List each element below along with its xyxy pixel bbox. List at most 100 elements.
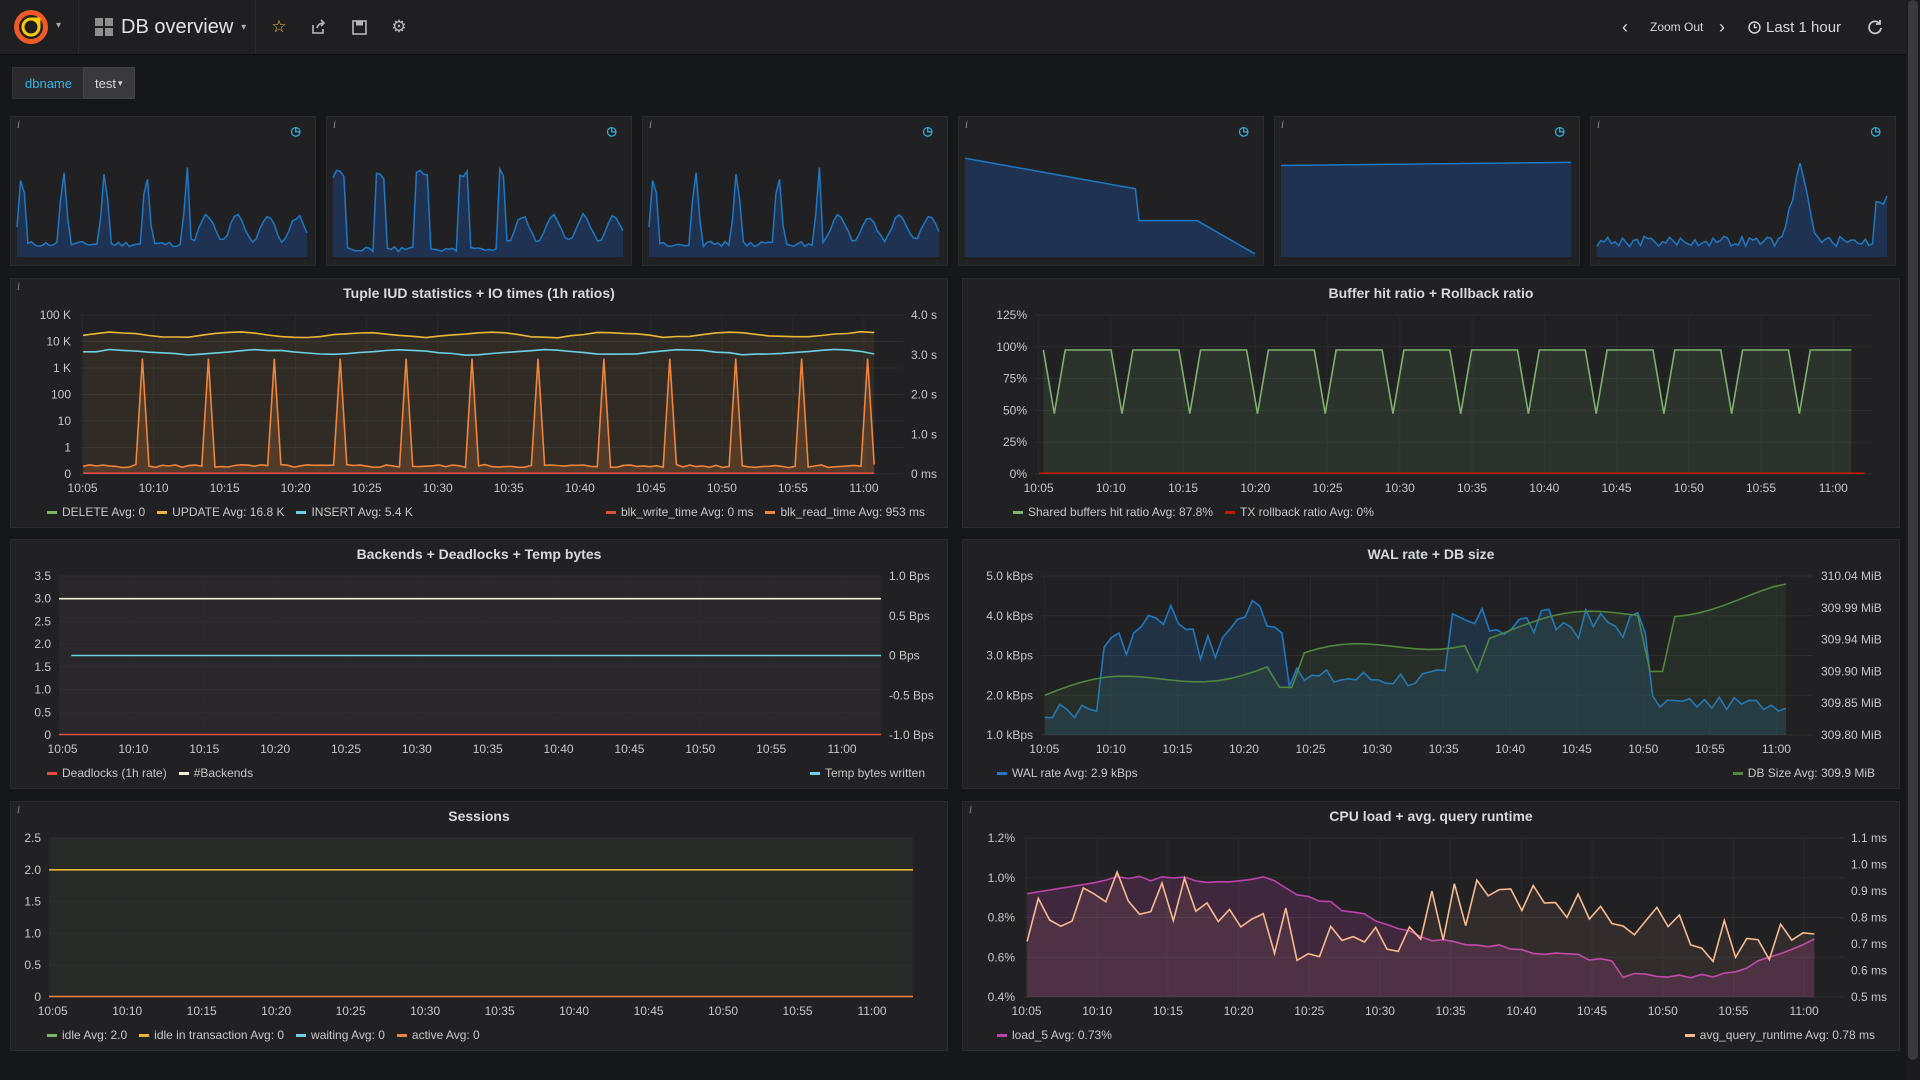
x-axis-label: 10:40	[1506, 1004, 1536, 1018]
clock-icon: ◷	[1554, 124, 1565, 138]
dashboard-picker[interactable]: DB overview ▾	[80, 0, 256, 54]
x-axis-label: 10:10	[1082, 1004, 1112, 1018]
info-icon[interactable]: i	[649, 120, 653, 131]
x-axis-label: 10:20	[281, 481, 311, 495]
panel-title[interactable]: WAL rate + DB size	[1367, 546, 1495, 562]
y-axis-label: 10 K	[46, 335, 71, 349]
graph-cpu: 1.2% 1.0% 0.8% 0.6% 0.4% 1.1 ms 1.0 ms 0.9 ms 0.…	[988, 831, 1887, 1018]
panel-title[interactable]: CPU load + avg. query runtime	[1329, 808, 1533, 824]
legend-swatch	[47, 511, 57, 515]
y-axis-label: 25%	[1003, 435, 1027, 449]
legend-item[interactable]: DELETE Avg: 0	[47, 505, 145, 519]
info-icon[interactable]: i	[969, 805, 973, 816]
legend-item[interactable]: blk_read_time Avg: 953 ms	[765, 505, 925, 519]
legend-series-avg: Avg: 16.8 K	[222, 505, 285, 519]
legend-item[interactable]: idle in transaction Avg: 0	[139, 1028, 284, 1042]
save-icon[interactable]	[344, 12, 374, 42]
info-icon[interactable]: i	[1281, 120, 1285, 131]
y-axis-label-right: 0 ms	[911, 467, 937, 481]
legend-item[interactable]: Shared buffers hit ratio Avg: 87.8%	[1013, 505, 1213, 519]
panel-title[interactable]: Buffer hit ratio + Rollback ratio	[1328, 285, 1534, 301]
top-navbar: ▾ DB overview ▾ ☆ ⚙ ‹ Zoom Out › Last 1 …	[0, 0, 1920, 55]
legend-item[interactable]: blk_write_time Avg: 0 ms	[605, 505, 753, 519]
stat-panel: i ◷	[1274, 116, 1580, 266]
x-axis-label: 10:35	[1457, 481, 1487, 495]
chevron-down-icon: ▾	[117, 77, 123, 88]
zoom-out-button[interactable]: Zoom Out	[1650, 20, 1704, 34]
x-axis-label: 10:35	[1436, 1004, 1466, 1018]
page-scrollbar[interactable]	[1906, 0, 1920, 1080]
legend-series-avg: Avg: 309.9 MiB	[1793, 766, 1875, 780]
stat-panel: i ◷	[10, 116, 316, 266]
clock-icon: ◷	[1238, 124, 1249, 138]
template-variable-label: dbname	[12, 67, 85, 99]
chevron-left-icon[interactable]: ‹	[1622, 16, 1628, 37]
template-variable-dropdown[interactable]: test ▾	[83, 67, 135, 99]
legend-item[interactable]: DB Size Avg: 309.9 MiB	[1732, 766, 1875, 780]
legend-item[interactable]: WAL rate Avg: 2.9 kBps	[997, 766, 1138, 780]
grafana-logo	[14, 10, 48, 44]
stat-time-override: ◷	[291, 124, 301, 138]
legend-item[interactable]: load_5 Avg: 0.73%	[997, 1028, 1112, 1042]
legend-item[interactable]: INSERT Avg: 5.4 K	[296, 505, 413, 519]
y-axis-label-right: -1.0 Bps	[889, 728, 934, 742]
legend-series-name: Shared buffers hit ratio	[1028, 505, 1150, 519]
legend-left: load_5 Avg: 0.73%	[997, 1028, 1112, 1042]
y-axis-label: 5.0 kBps	[986, 569, 1033, 583]
panel-title[interactable]: Backends + Deadlocks + Temp bytes	[356, 546, 602, 562]
gear-icon[interactable]: ⚙	[391, 17, 407, 36]
legend-left: Shared buffers hit ratio Avg: 87.8% TX ro…	[1013, 505, 1374, 519]
info-icon[interactable]: i	[17, 805, 21, 816]
y-axis-label-right: 1.0 ms	[1851, 858, 1887, 872]
x-axis-label: 10:25	[331, 742, 361, 756]
legend-item[interactable]: UPDATE Avg: 16.8 K	[157, 505, 284, 519]
panel-title[interactable]: Sessions	[448, 808, 510, 824]
time-range-picker[interactable]: Last 1 hour	[1748, 0, 1841, 54]
y-axis-label-right: 1.1 ms	[1851, 831, 1887, 845]
legend-item[interactable]: idle Avg: 2.0	[47, 1028, 127, 1042]
panel-title[interactable]: Tuple IUD statistics + IO times (1h rati…	[343, 285, 615, 301]
legend-item[interactable]: waiting Avg: 0	[296, 1028, 385, 1042]
panel-cpu: i CPU load + avg. query runtime 1.2% 1.0%…	[962, 801, 1900, 1051]
info-icon[interactable]: i	[333, 120, 337, 131]
legend-item[interactable]: #Backends	[178, 766, 253, 780]
x-axis-label: 11:00	[827, 742, 856, 756]
scrollbar-thumb[interactable]	[1908, 0, 1918, 1060]
clock-icon: ◷	[1870, 124, 1881, 138]
sparkline-line	[648, 167, 940, 249]
x-axis-label: 11:00	[1790, 1004, 1819, 1018]
refresh-icon[interactable]	[1867, 0, 1883, 54]
y-axis-label: 1 K	[53, 361, 71, 375]
y-axis-label-right: 309.94 MiB	[1821, 633, 1882, 647]
legend-item[interactable]: TX rollback ratio Avg: 0%	[1225, 505, 1374, 519]
y-axis-label: 75%	[1003, 372, 1027, 386]
grafana-menu-button[interactable]: ▾	[0, 0, 79, 54]
x-axis-label: 10:55	[1718, 1004, 1748, 1018]
legend-item[interactable]: avg_query_runtime Avg: 0.78 ms	[1684, 1028, 1875, 1042]
info-icon[interactable]: i	[965, 120, 969, 131]
share-icon[interactable]	[304, 12, 334, 42]
legend-item[interactable]: active Avg: 0	[396, 1028, 480, 1042]
stat-panel: i ◷	[958, 116, 1264, 266]
legend-swatch	[605, 511, 616, 515]
legend-item[interactable]: Temp bytes written	[809, 766, 925, 780]
legend-series-name: UPDATE	[172, 505, 220, 519]
info-icon[interactable]: i	[17, 120, 21, 131]
legend-item[interactable]: Deadlocks (1h rate)	[47, 766, 167, 780]
star-icon[interactable]: ☆	[271, 17, 287, 36]
x-axis-label: 10:30	[410, 1004, 440, 1018]
plot-area	[49, 838, 913, 997]
legend-series-name: waiting	[311, 1028, 349, 1042]
x-axis-label: 10:10	[1096, 481, 1126, 495]
info-icon[interactable]: i	[17, 282, 21, 293]
y-axis-label: 1.0	[24, 926, 41, 940]
x-axis-label: 10:45	[1562, 742, 1592, 756]
x-axis-label: 10:25	[336, 1004, 366, 1018]
legend-swatch	[178, 772, 189, 776]
y-axis-label: 0	[64, 467, 71, 481]
x-axis-label: 10:45	[636, 481, 666, 495]
info-icon[interactable]: i	[1597, 120, 1601, 131]
db-size-line	[1044, 583, 1787, 697]
chevron-right-icon[interactable]: ›	[1719, 16, 1725, 37]
x-axis-label: 10:20	[1229, 742, 1259, 756]
